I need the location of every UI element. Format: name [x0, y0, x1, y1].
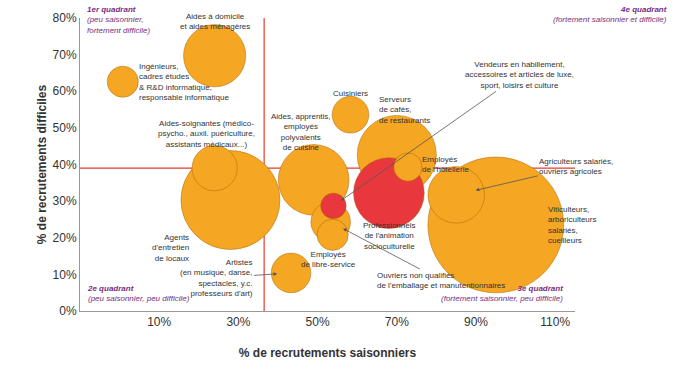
svg-text:10%: 10% [147, 315, 171, 329]
svg-text:Ouvriers non qualifiésde l'emb: Ouvriers non qualifiésde l'emballage et … [377, 271, 505, 290]
svg-text:10%: 10% [53, 268, 77, 282]
svg-text:30%: 30% [53, 194, 77, 208]
svg-text:110%: 110% [540, 315, 570, 329]
svg-text:4e quadrant(fortement saisonni: 4e quadrant(fortement saisonnier et diff… [553, 5, 667, 24]
svg-text:% de recrutements saisonniers: % de recrutements saisonniers [239, 346, 417, 360]
svg-text:Cuisiniers: Cuisiniers [333, 89, 368, 98]
svg-text:Aides à domicileet aides ménag: Aides à domicileet aides ménagères [180, 12, 250, 31]
svg-text:Serveursde cafés,de restaurant: Serveursde cafés,de restaurants [379, 95, 430, 125]
svg-text:Artistes(en musique, danse,spe: Artistes(en musique, danse,spectacles, y… [180, 258, 253, 298]
svg-text:50%: 50% [306, 315, 330, 329]
svg-text:Professionnelsde l'animationso: Professionnelsde l'animationsocioculture… [363, 221, 415, 251]
svg-text:Vendeurs en habillement,access: Vendeurs en habillement,accessoires et a… [465, 60, 574, 90]
svg-text:80%: 80% [53, 11, 77, 25]
svg-text:% de recrutements difficiles: % de recrutements difficiles [35, 84, 49, 244]
svg-text:50%: 50% [53, 121, 77, 135]
svg-text:Agentsd'entretiende locaux: Agentsd'entretiende locaux [152, 233, 189, 263]
svg-text:70%: 70% [385, 315, 409, 329]
svg-text:20%: 20% [53, 231, 77, 245]
svg-text:Aides, apprentis,employéspolyv: Aides, apprentis,employéspolyvalentsde c… [271, 112, 331, 152]
svg-text:60%: 60% [53, 84, 77, 98]
svg-text:Viticulteurs,arboriculteurssal: Viticulteurs,arboriculteurssalariés,cuei… [548, 205, 596, 245]
svg-text:1er quadrant(peu saisonnier,fo: 1er quadrant(peu saisonnier,fortement di… [87, 5, 150, 35]
svg-text:Employésde l'hôtellerie: Employésde l'hôtellerie [422, 155, 469, 174]
svg-text:90%: 90% [464, 315, 488, 329]
svg-text:0%: 0% [59, 304, 77, 318]
svg-text:Employésde libre-service: Employésde libre-service [301, 250, 356, 269]
svg-text:30%: 30% [226, 315, 250, 329]
svg-text:Aides-soignantes (médico-psych: Aides-soignantes (médico-psycho., auxil.… [158, 119, 255, 149]
svg-text:70%: 70% [53, 48, 77, 62]
svg-text:Agriculteurs salariés,ouvriers: Agriculteurs salariés,ouvriers agricoles [539, 157, 613, 176]
svg-text:Ingénieurs,cadres études& R&D: Ingénieurs,cadres études& R&D informatiq… [139, 62, 229, 102]
svg-text:3e quadrant(fortement saisonni: 3e quadrant(fortement saisonnier, peu di… [441, 284, 563, 303]
svg-text:40%: 40% [53, 158, 77, 172]
svg-text:2e quadrant(peu saisonnier, pe: 2e quadrant(peu saisonnier, peu difficil… [87, 284, 190, 303]
